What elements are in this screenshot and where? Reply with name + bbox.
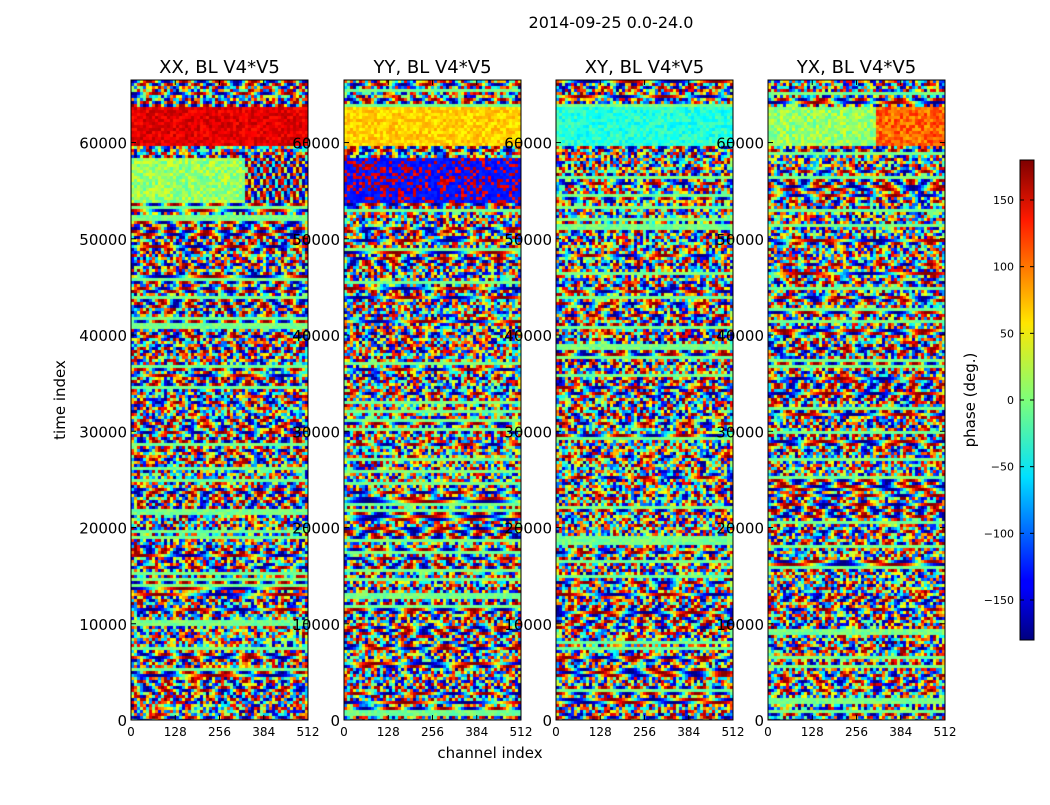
colorbar-label: phase (deg.) xyxy=(961,353,979,448)
y-tick-label: 40000 xyxy=(79,327,127,345)
panel-title: YX, BL V4*V5 xyxy=(796,57,916,78)
y-tick-label: 50000 xyxy=(716,231,764,249)
colorbar: −150 −100 −50 0 50 100 150 phase (deg.) xyxy=(961,159,1035,641)
y-tick-label: 50000 xyxy=(79,231,127,249)
x-tick-label: 0 xyxy=(552,725,560,739)
heatmap-image xyxy=(344,80,521,720)
y-tick-label: 60000 xyxy=(292,135,340,153)
colorbar-ticks: −150 −100 −50 0 50 100 150 xyxy=(984,194,1034,607)
y-tick-label: 20000 xyxy=(292,520,340,538)
x-tick-label: 256 xyxy=(421,725,444,739)
x-tick-label: 512 xyxy=(297,725,320,739)
colorbar-tick-label: −100 xyxy=(984,527,1014,540)
y-tick-label: 20000 xyxy=(79,520,127,538)
y-tick-label: 30000 xyxy=(292,423,340,441)
x-tick-label: 512 xyxy=(722,725,745,739)
y-tick-label: 10000 xyxy=(292,616,340,634)
x-tick-label: 128 xyxy=(801,725,824,739)
x-tick-label: 384 xyxy=(889,725,912,739)
y-tick-label: 0 xyxy=(330,712,340,730)
panel-3: XY, BL V4*V5 0 10000 20000 30000 40000 50000 60… xyxy=(504,57,744,739)
colorbar-tick-label: −150 xyxy=(984,594,1014,607)
y-axis-label: time index xyxy=(51,360,69,440)
y-tick-label: 0 xyxy=(117,712,127,730)
y-tick-label: 40000 xyxy=(716,327,764,345)
y-tick-label: 20000 xyxy=(504,520,552,538)
heatmap-canvas xyxy=(556,80,733,720)
heatmap-canvas xyxy=(768,80,945,720)
x-tick-label: 0 xyxy=(340,725,348,739)
y-tick-label: 40000 xyxy=(292,327,340,345)
figure-title: 2014-09-25 0.0-24.0 xyxy=(529,13,694,32)
y-tick-label: 20000 xyxy=(716,520,764,538)
heatmap-canvas xyxy=(344,80,521,720)
x-tick-label: 384 xyxy=(677,725,700,739)
colorbar-tick-label: 0 xyxy=(1007,394,1014,407)
x-axis-label: channel index xyxy=(437,744,542,762)
colorbar-tick-label: 100 xyxy=(993,261,1014,274)
panel-title: YY, BL V4*V5 xyxy=(372,57,491,78)
y-tick-label: 0 xyxy=(754,712,764,730)
y-tick-label: 10000 xyxy=(716,616,764,634)
x-tick-label: 384 xyxy=(252,725,275,739)
y-tick-label: 60000 xyxy=(79,135,127,153)
y-tick-label: 60000 xyxy=(504,135,552,153)
y-tick-label: 40000 xyxy=(504,327,552,345)
heatmap-canvas xyxy=(131,80,308,720)
x-tick-label: 256 xyxy=(845,725,868,739)
x-tick-label: 128 xyxy=(377,725,400,739)
panel-4: YX, BL V4*V5 0 10000 20000 30000 40000 50000 60… xyxy=(716,57,956,739)
x-tick-label: 128 xyxy=(589,725,612,739)
y-tick-label: 50000 xyxy=(504,231,552,249)
y-tick-label: 60000 xyxy=(716,135,764,153)
heatmap-image xyxy=(131,80,308,720)
panel-title: XX, BL V4*V5 xyxy=(159,57,280,78)
x-tick-label: 0 xyxy=(127,725,135,739)
x-tick-label: 256 xyxy=(208,725,231,739)
colorbar-tick-label: 150 xyxy=(993,194,1014,207)
x-tick-label: 512 xyxy=(934,725,957,739)
panel-title: XY, BL V4*V5 xyxy=(585,57,704,78)
y-tick-label: 30000 xyxy=(504,423,552,441)
y-tick-label: 10000 xyxy=(504,616,552,634)
y-tick-label: 50000 xyxy=(292,231,340,249)
x-tick-label: 384 xyxy=(465,725,488,739)
panel-1: XX, BL V4*V5 0 10000 20000 30000 40000 50000 60… xyxy=(79,57,319,739)
heatmap-image xyxy=(768,80,945,720)
x-tick-label: 0 xyxy=(764,725,772,739)
panel-2: YY, BL V4*V5 0 10000 20000 30000 40000 50000 60… xyxy=(292,57,532,739)
colorbar-tick-label: 50 xyxy=(1000,327,1014,340)
panels: XX, BL V4*V5 0 10000 20000 30000 40000 50000 60… xyxy=(79,57,956,739)
y-tick-label: 30000 xyxy=(79,423,127,441)
heatmap-image xyxy=(556,80,733,720)
x-tick-label: 256 xyxy=(633,725,656,739)
colorbar-tick-label: −50 xyxy=(991,461,1014,474)
x-tick-label: 512 xyxy=(510,725,533,739)
y-tick-label: 30000 xyxy=(716,423,764,441)
y-tick-label: 0 xyxy=(542,712,552,730)
x-tick-label: 128 xyxy=(164,725,187,739)
y-tick-label: 10000 xyxy=(79,616,127,634)
